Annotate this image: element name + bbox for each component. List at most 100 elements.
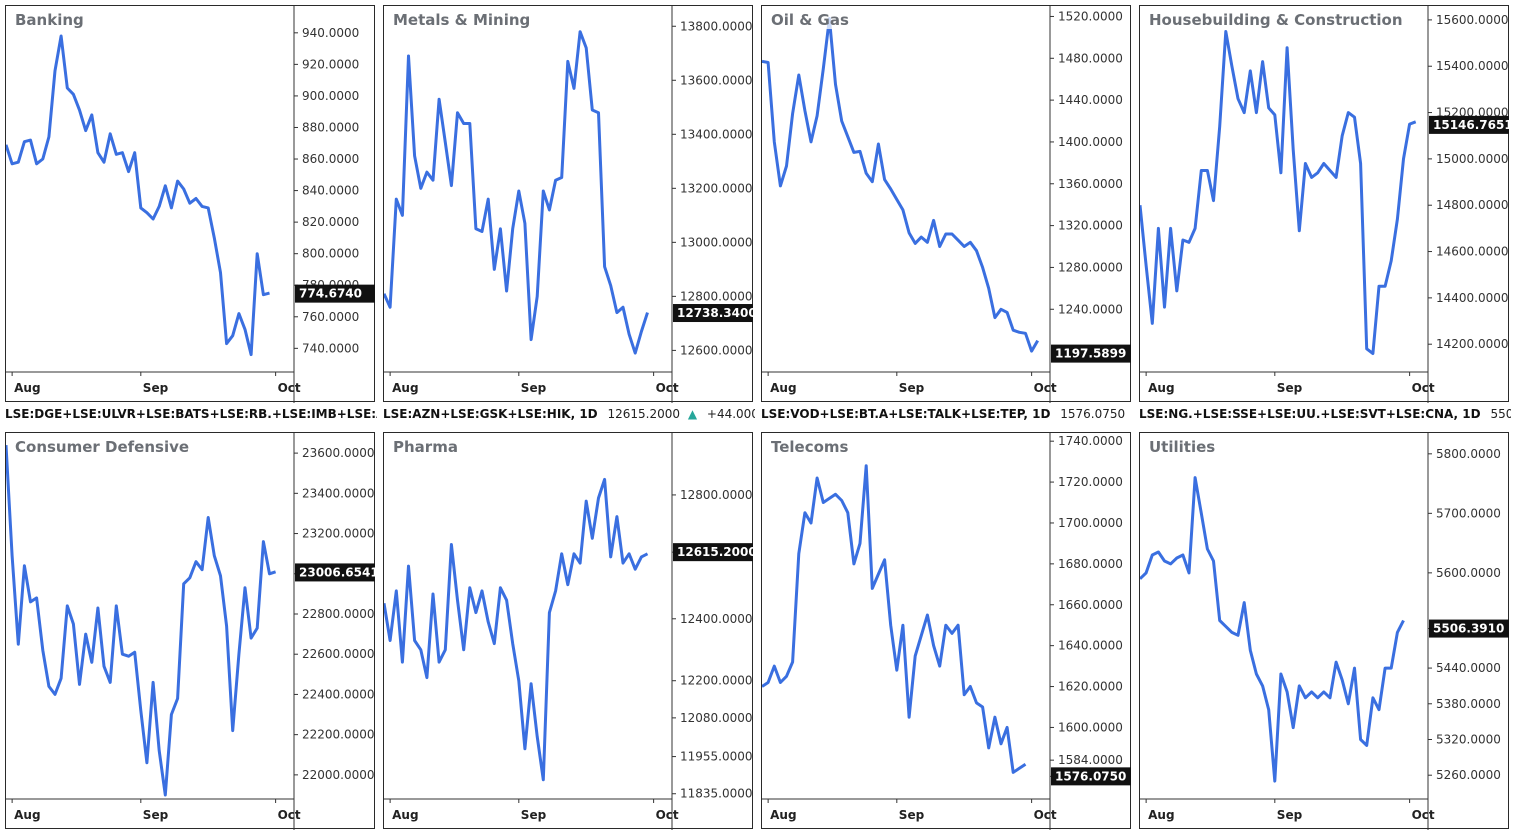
y-tick-label: 800.0000 (302, 247, 359, 261)
last-value-label: 12615.2000 (677, 545, 754, 559)
x-tick-label: Aug (14, 808, 40, 822)
x-tick-label: Oct (656, 808, 679, 822)
last-value-label: 15146.7651 (1433, 118, 1510, 132)
last-value-box (295, 563, 375, 582)
y-tick-label: 1660.0000 (1058, 598, 1123, 612)
chart-svg: 13800.0000 13600.0000 13400.0000 13200.0000… (384, 6, 754, 403)
y-tick-label: 23600.0000 (302, 446, 375, 460)
chart-panel[interactable]: Consumer Defensive 23600.0000 23400.0000 23… (5, 432, 376, 830)
legend-strip-1: LSE:DGE+LSE:ULVR+LSE:BATS+LSE:RB.+LSE:IM… (5, 407, 377, 427)
chart-panel[interactable]: Oil & Gas 1520.0000 1480.0000 1440.0000 1400… (761, 5, 1131, 403)
y-tick-label: 1640.0000 (1058, 639, 1123, 653)
y-tick-label: 1740.0000 (1058, 434, 1123, 448)
x-tick-label: Sep (521, 381, 547, 395)
x-tick-label: Oct (656, 381, 679, 395)
y-tick-label: 22200.0000 (302, 728, 375, 742)
y-tick-label: 820.0000 (302, 215, 359, 229)
y-tick-label: 5800.0000 (1436, 447, 1501, 461)
chart-panel[interactable]: Pharma 12800.0000 12615.2000 12400.0000 1220… (383, 432, 754, 830)
last-value-label: 1197.5899 (1055, 347, 1126, 361)
y-tick-label: 12200.0000 (680, 674, 753, 688)
chart-panel[interactable]: Metals & Mining 13800.0000 13600.0000 13400… (383, 5, 754, 403)
last-value-label: 1576.0750 (1055, 769, 1126, 783)
y-tick-label: 13400.0000 (680, 127, 753, 141)
x-tick-label: Sep (143, 381, 169, 395)
y-tick-label: 1720.0000 (1058, 475, 1123, 489)
x-tick-label: Sep (1277, 808, 1303, 822)
y-tick-label: 13800.0000 (680, 19, 753, 33)
y-tick-label: 14800.0000 (1436, 198, 1509, 212)
last-value-box (295, 284, 375, 303)
series-line (762, 17, 1039, 353)
last-value-label: 5506.3910 (1433, 622, 1504, 636)
x-tick-label: Sep (143, 808, 169, 822)
y-tick-label: 740.0000 (302, 341, 359, 355)
x-tick-label: Sep (1277, 381, 1303, 395)
chart-title: Housebuilding & Construction (1149, 11, 1403, 29)
x-tick-label: Aug (1148, 381, 1174, 395)
legend-symbol: LSE:DGE+LSE:ULVR+LSE:BATS+LSE:RB.+LSE:IM… (5, 407, 377, 421)
y-tick-label: 12400.0000 (680, 612, 753, 626)
last-value-box (1051, 767, 1131, 786)
last-value-label: 23006.6541 (299, 565, 376, 579)
chart-svg: 940.0000 920.0000 900.0000 880.0000 860.0000… (6, 6, 375, 403)
chart-panel[interactable]: Housebuilding & Construction 15600.0000 15… (1139, 5, 1510, 403)
legend-symbol: LSE:AZN+LSE:GSK+LSE:HIK, 1D (383, 407, 598, 421)
x-tick-label: Oct (278, 808, 301, 822)
x-tick-label: Sep (899, 381, 925, 395)
y-tick-label: 14400.0000 (1436, 291, 1509, 305)
legend-strip-2: LSE:AZN+LSE:GSK+LSE:HIK, 1D 12615.2000 ▲… (383, 407, 755, 427)
y-tick-label: 11955.0000 (680, 750, 753, 764)
y-tick-label: 880.0000 (302, 120, 359, 134)
chart-svg: 12800.0000 12615.2000 12400.0000 12200.0000… (384, 433, 754, 830)
chart-panel[interactable]: Banking 940.0000 920.0000 900.0000 880.0000 8… (5, 5, 375, 403)
series-line (6, 34, 270, 357)
y-tick-label: 1620.0000 (1058, 680, 1123, 694)
series-line (1140, 476, 1405, 783)
y-tick-label: 12800.0000 (680, 488, 753, 502)
y-tick-label: 22000.0000 (302, 768, 375, 782)
y-tick-label: 22800.0000 (302, 607, 375, 621)
y-tick-label: 23400.0000 (302, 486, 375, 500)
chart-title: Banking (15, 11, 84, 29)
chart-panel[interactable]: Telecoms 1740.0000 1720.0000 1700.0000 1680.… (761, 432, 1131, 830)
y-tick-label: 760.0000 (302, 310, 359, 324)
legend-strip-4: LSE:NG.+LSE:SSE+LSE:UU.+LSE:SVT+LSE:CNA,… (1139, 407, 1511, 427)
chart-title: Telecoms (771, 438, 849, 456)
chart-title: Oil & Gas (771, 11, 849, 29)
y-tick-label: 5320.0000 (1436, 732, 1501, 746)
series-line (384, 30, 649, 355)
y-tick-label: 15000.0000 (1436, 152, 1509, 166)
x-tick-label: Aug (770, 381, 796, 395)
y-tick-label: 5260.0000 (1436, 768, 1501, 782)
y-tick-label: 15400.0000 (1436, 59, 1509, 73)
x-tick-label: Oct (1412, 808, 1435, 822)
y-tick-label: 900.0000 (302, 89, 359, 103)
y-tick-label: 1440.0000 (1058, 93, 1123, 107)
x-tick-label: Aug (392, 808, 418, 822)
y-tick-label: 1480.0000 (1058, 51, 1123, 65)
y-tick-label: 14200.0000 (1436, 337, 1509, 351)
x-tick-label: Oct (1412, 381, 1435, 395)
x-tick-label: Oct (1034, 381, 1057, 395)
y-tick-label: 13600.0000 (680, 73, 753, 87)
series-line (762, 464, 1027, 774)
last-value-box (1429, 115, 1509, 134)
y-tick-label: 940.0000 (302, 26, 359, 40)
chart-svg: 5800.0000 5700.0000 5600.0000 5506.3910 5440… (1140, 433, 1509, 830)
chart-title: Consumer Defensive (15, 438, 190, 456)
chart-svg: 1520.0000 1480.0000 1440.0000 1400.0000 1360… (762, 6, 1131, 403)
y-tick-label: 1320.0000 (1058, 219, 1123, 233)
y-tick-label: 1680.0000 (1058, 557, 1123, 571)
last-value-box (1429, 619, 1509, 638)
chart-panel[interactable]: Utilities 5800.0000 5700.0000 5600.0000 5506… (1139, 432, 1509, 830)
y-tick-label: 5700.0000 (1436, 506, 1501, 520)
y-tick-label: 15600.0000 (1436, 13, 1509, 27)
y-tick-label: 13200.0000 (680, 181, 753, 195)
y-tick-label: 1584.0000 (1058, 753, 1123, 767)
x-tick-label: Aug (770, 808, 796, 822)
y-tick-label: 12080.0000 (680, 711, 753, 725)
chart-svg: 23600.000023400.000023200.000023000.0000… (6, 433, 376, 830)
y-tick-label: 1600.0000 (1058, 720, 1123, 734)
legend-value: 5506.3 (1490, 407, 1511, 421)
